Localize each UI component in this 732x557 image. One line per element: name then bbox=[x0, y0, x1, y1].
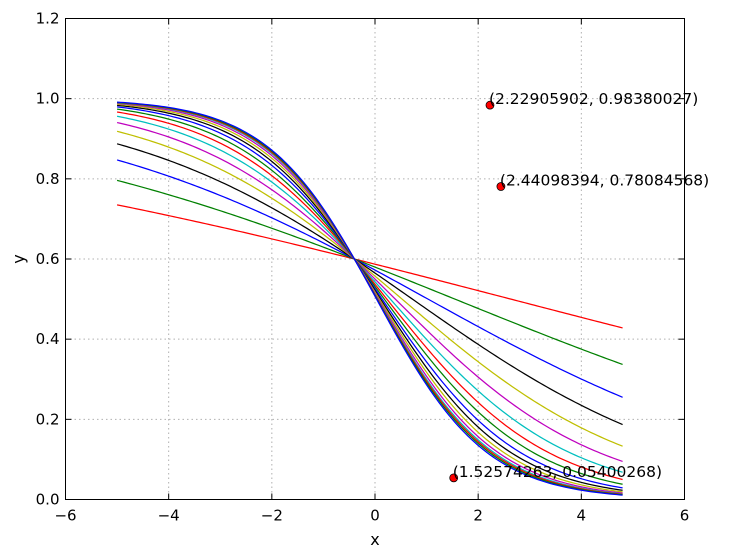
y-tick-label: 0.2 bbox=[36, 410, 60, 428]
y-tick-label: 1.2 bbox=[36, 10, 60, 28]
y-tick-label: 0.8 bbox=[36, 170, 60, 188]
annotated-points-layer: (2.22905902, 0.98380027) (2.44098394, 0.7… bbox=[449, 90, 709, 483]
y-tick-label: 1.0 bbox=[36, 90, 60, 108]
x-tick-label: −4 bbox=[158, 507, 180, 525]
series-layer bbox=[116, 101, 623, 496]
annotated-point-label-2: (2.44098394, 0.78084568) bbox=[500, 172, 709, 190]
series-line-8 bbox=[116, 111, 623, 481]
tick-marks bbox=[65, 18, 685, 500]
x-tick-labels: −6 −4 −2 0 2 4 6 bbox=[54, 507, 689, 525]
x-tick-label: −2 bbox=[261, 507, 283, 525]
y-axis-label: y bbox=[9, 254, 28, 263]
y-tick-label: 0.0 bbox=[36, 491, 60, 509]
series-line-9 bbox=[116, 108, 623, 485]
series-line-17 bbox=[117, 101, 623, 496]
y-tick-label: 0.4 bbox=[36, 330, 60, 348]
series-line-6 bbox=[116, 121, 623, 463]
series-line-3 bbox=[116, 159, 623, 398]
series-line-5 bbox=[116, 130, 623, 447]
series-line-4 bbox=[116, 143, 623, 426]
y-tick-labels: 0.0 0.2 0.4 0.6 0.8 1.0 1.2 bbox=[36, 10, 60, 509]
annotated-point-3 bbox=[449, 473, 459, 483]
x-tick-label: 2 bbox=[473, 507, 483, 525]
annotated-point-label-3: (1.52574263, 0.05400268) bbox=[453, 463, 662, 481]
y-tick-label: 0.6 bbox=[36, 250, 60, 268]
x-tick-label: −6 bbox=[54, 507, 76, 525]
x-tick-label: 6 bbox=[680, 507, 690, 525]
annotated-point-2 bbox=[496, 182, 506, 191]
x-tick-label: 4 bbox=[577, 507, 587, 525]
grid-lines bbox=[65, 18, 685, 500]
annotated-point-label-1: (2.22905902, 0.98380027) bbox=[489, 90, 698, 108]
x-tick-label: 0 bbox=[370, 507, 380, 525]
series-line-7 bbox=[116, 115, 623, 473]
series-line-10 bbox=[117, 106, 623, 489]
series-line-1 bbox=[116, 204, 623, 329]
annotated-point-1 bbox=[485, 100, 495, 110]
x-axis-label: x bbox=[370, 530, 379, 549]
series-line-2 bbox=[116, 179, 623, 366]
